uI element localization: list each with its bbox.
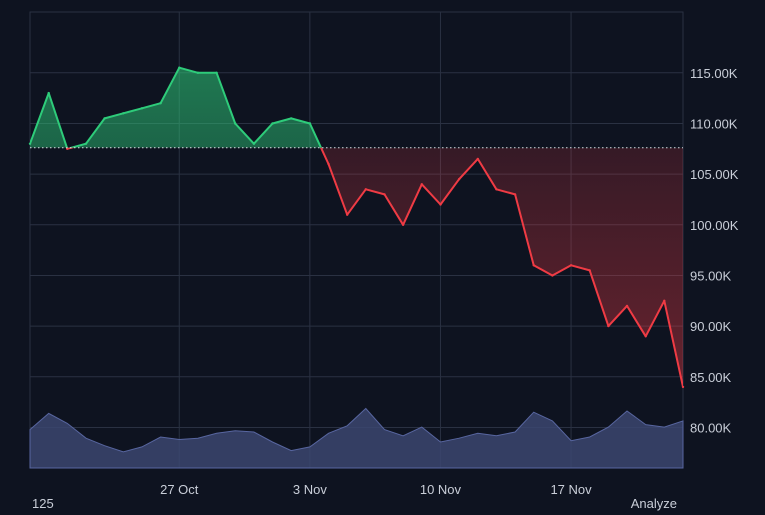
price-point-14 xyxy=(290,117,293,120)
price-point-28 xyxy=(551,274,554,277)
price-point-12 xyxy=(252,142,256,145)
price-point-8 xyxy=(178,66,181,69)
price-point-13 xyxy=(271,122,274,125)
y-tick-label-6: 110.00K xyxy=(690,116,738,131)
price-point-34 xyxy=(663,299,666,302)
price-point-0 xyxy=(28,142,32,145)
y-tick-label-0: 80.00K xyxy=(690,420,732,435)
price-point-23 xyxy=(457,178,461,181)
area-below-baseline xyxy=(30,147,683,387)
area-above-baseline xyxy=(30,67,322,148)
price-point-35 xyxy=(681,385,685,389)
y-tick-label-7: 115.00K xyxy=(690,66,738,81)
corner-left-label: 125 xyxy=(32,496,54,511)
price-point-15 xyxy=(308,122,312,125)
price-point-10 xyxy=(215,71,218,75)
price-point-1 xyxy=(47,91,50,95)
price-point-22 xyxy=(439,203,442,206)
price-point-24 xyxy=(476,157,479,161)
price-point-27 xyxy=(532,264,535,267)
price-line-down xyxy=(65,147,683,388)
price-point-6 xyxy=(140,107,144,110)
volume-area xyxy=(29,407,684,469)
y-tick-label-4: 100.00K xyxy=(690,218,739,233)
line-layer xyxy=(28,66,685,389)
price-point-18 xyxy=(364,188,367,191)
x-tick-label-0: 27 Oct xyxy=(160,482,199,497)
price-point-31 xyxy=(607,324,610,328)
volume-layer xyxy=(29,407,684,469)
price-point-11 xyxy=(234,122,237,125)
price-point-4 xyxy=(103,117,106,120)
price-point-5 xyxy=(122,112,125,115)
y-tick-label-2: 90.00K xyxy=(690,319,732,334)
y-tick-label-1: 85.00K xyxy=(690,370,732,385)
price-line-up xyxy=(30,66,323,148)
price-point-19 xyxy=(383,193,386,196)
x-tick-label-2: 10 Nov xyxy=(420,482,462,497)
price-point-20 xyxy=(401,223,405,226)
price-point-21 xyxy=(420,183,423,186)
x-axis: 27 Oct 3 Nov 10 Nov 17 Nov xyxy=(160,482,592,497)
price-point-25 xyxy=(495,188,498,191)
price-point-7 xyxy=(159,102,162,105)
y-axis: 80.00K 85.00K 90.00K 95.00K 100.00K 105.00K 11… xyxy=(690,66,739,436)
price-point-30 xyxy=(588,269,591,272)
price-point-33 xyxy=(644,335,647,338)
y-tick-label-3: 95.00K xyxy=(690,268,732,283)
price-point-9 xyxy=(196,71,200,75)
price-point-17 xyxy=(346,213,349,216)
price-point-3 xyxy=(84,142,88,145)
area-layer xyxy=(30,67,683,387)
y-tick-label-5: 105.00K xyxy=(690,167,739,182)
x-tick-label-1: 3 Nov xyxy=(293,482,327,497)
price-point-32 xyxy=(625,304,629,308)
price-point-26 xyxy=(513,193,517,196)
price-point-29 xyxy=(569,264,573,267)
analyze-link[interactable]: Analyze xyxy=(630,496,677,511)
price-point-16 xyxy=(327,162,330,166)
x-tick-label-3: 17 Nov xyxy=(550,482,592,497)
